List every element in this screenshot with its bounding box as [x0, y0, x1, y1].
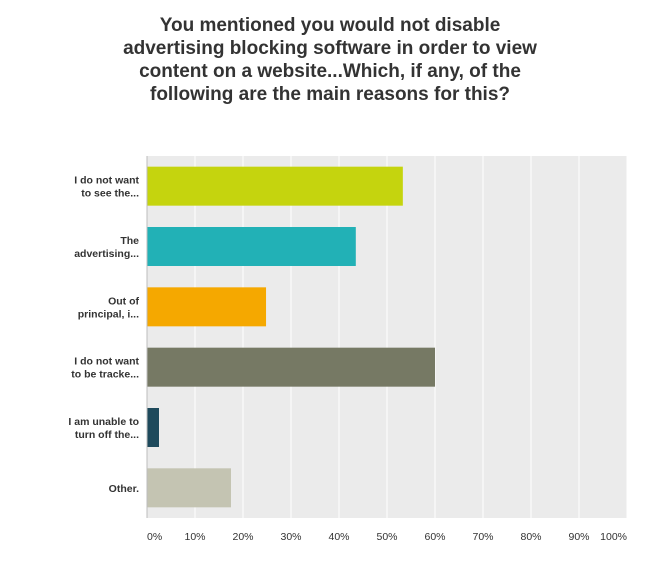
- bar: [147, 166, 403, 206]
- x-tick-label: 0%: [147, 531, 162, 543]
- x-tick-label: 90%: [568, 531, 589, 543]
- x-tick-label: 80%: [520, 531, 541, 543]
- category-label: The advertising...: [74, 235, 139, 260]
- category-label: Other.: [109, 483, 139, 495]
- x-tick-label: 40%: [328, 531, 349, 543]
- category-label: I do not want to see the...: [74, 175, 139, 200]
- category-label: Out of principal, i...: [78, 295, 140, 320]
- category-label: I do not want to be tracke...: [71, 356, 139, 381]
- bars: [147, 166, 435, 508]
- x-tick-label: 10%: [184, 531, 205, 543]
- x-tick-label: 60%: [424, 531, 445, 543]
- category-label: I am unable to turn off the...: [68, 416, 139, 441]
- bar: [147, 227, 356, 266]
- bar: [147, 408, 159, 447]
- x-tick-labels: 0% 10% 20% 30% 40% 50% 60% 70% 80% 90% 100%: [147, 531, 627, 543]
- x-tick-label: 20%: [232, 531, 253, 543]
- category-labels: I do not want to see the... The advertising…: [68, 175, 139, 495]
- chart-title: You mentioned you would not disable adve…: [123, 15, 537, 105]
- bar: [147, 287, 267, 327]
- x-tick-label: 100%: [600, 531, 627, 543]
- x-tick-label: 30%: [280, 531, 301, 543]
- gridlines: [194, 156, 628, 518]
- x-tick-label: 50%: [376, 531, 397, 543]
- bar: [147, 347, 435, 387]
- x-tick-label: 70%: [472, 531, 493, 543]
- bar: [147, 468, 231, 508]
